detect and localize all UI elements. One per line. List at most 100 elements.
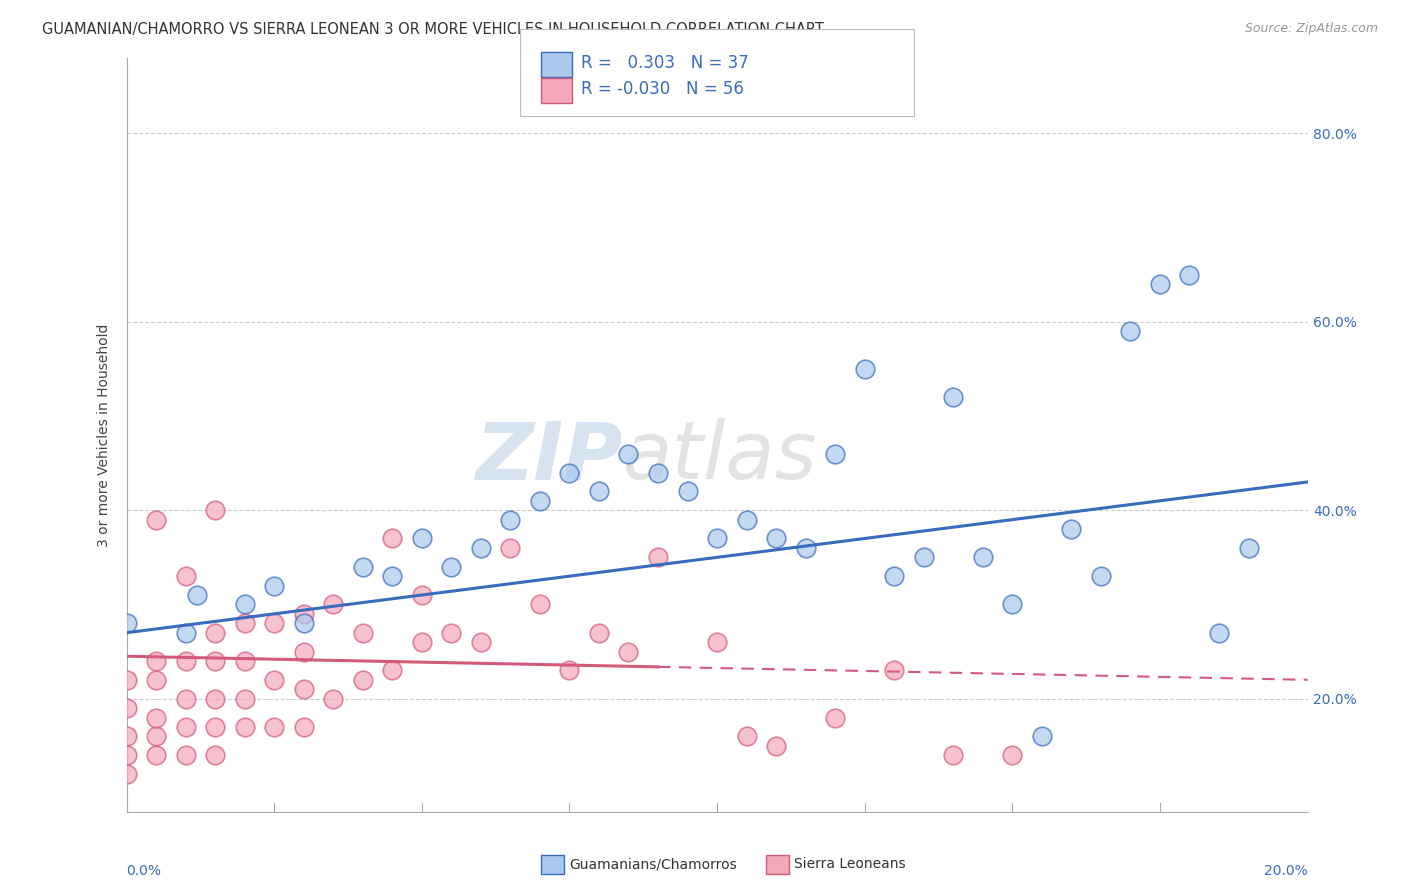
Point <box>145 710 167 724</box>
Point <box>411 635 433 649</box>
Point <box>233 616 256 631</box>
Point <box>204 691 226 706</box>
Point <box>381 664 404 678</box>
Point <box>411 532 433 546</box>
Point <box>115 673 138 687</box>
Point <box>588 484 610 499</box>
Point <box>470 541 492 555</box>
Point <box>499 541 522 555</box>
Point <box>972 550 994 565</box>
Point <box>794 541 817 555</box>
Point <box>381 569 404 583</box>
Point <box>145 748 167 763</box>
Text: Guamanians/Chamorros: Guamanians/Chamorros <box>569 857 737 871</box>
Point <box>174 691 197 706</box>
Point <box>1001 598 1024 612</box>
Point <box>765 532 787 546</box>
Point <box>174 654 197 668</box>
Text: ZIP: ZIP <box>475 418 623 497</box>
Point <box>115 730 138 744</box>
Y-axis label: 3 or more Vehicles in Household: 3 or more Vehicles in Household <box>97 323 111 547</box>
Point <box>942 390 965 404</box>
Point <box>558 466 581 480</box>
Point <box>942 748 965 763</box>
Point <box>647 550 669 565</box>
Point <box>352 559 374 574</box>
Point <box>558 664 581 678</box>
Point <box>765 739 787 753</box>
Point <box>735 730 758 744</box>
Point <box>292 616 315 631</box>
Point <box>204 503 226 517</box>
Point <box>706 635 728 649</box>
Point <box>115 701 138 715</box>
Point <box>145 513 167 527</box>
Point <box>115 616 138 631</box>
Point <box>883 569 905 583</box>
Point <box>233 720 256 734</box>
Text: R = -0.030   N = 56: R = -0.030 N = 56 <box>581 80 744 98</box>
Point <box>440 625 463 640</box>
Point <box>1119 324 1142 338</box>
Point <box>1178 268 1201 282</box>
Point <box>263 616 285 631</box>
Point <box>824 447 846 461</box>
Point <box>322 691 344 706</box>
Point <box>1001 748 1024 763</box>
Point <box>292 644 315 658</box>
Point <box>529 493 551 508</box>
Point <box>1031 730 1053 744</box>
Point <box>853 362 876 376</box>
Point <box>115 767 138 781</box>
Point <box>411 588 433 602</box>
Point <box>145 654 167 668</box>
Point <box>735 513 758 527</box>
Point <box>263 673 285 687</box>
Point <box>617 644 640 658</box>
Point <box>1060 522 1083 536</box>
Point <box>292 607 315 621</box>
Point <box>292 682 315 697</box>
Text: atlas: atlas <box>623 418 817 497</box>
Text: GUAMANIAN/CHAMORRO VS SIERRA LEONEAN 3 OR MORE VEHICLES IN HOUSEHOLD CORRELATION: GUAMANIAN/CHAMORRO VS SIERRA LEONEAN 3 O… <box>42 22 824 37</box>
Text: 0.0%: 0.0% <box>127 863 162 878</box>
Point <box>1090 569 1112 583</box>
Point <box>676 484 699 499</box>
Point <box>233 691 256 706</box>
Point <box>174 625 197 640</box>
Point <box>322 598 344 612</box>
Point <box>115 748 138 763</box>
Point <box>617 447 640 461</box>
Point <box>883 664 905 678</box>
Point <box>233 654 256 668</box>
Point <box>174 748 197 763</box>
Text: Source: ZipAtlas.com: Source: ZipAtlas.com <box>1244 22 1378 36</box>
Point <box>204 720 226 734</box>
Point <box>824 710 846 724</box>
Point <box>204 654 226 668</box>
Point <box>145 673 167 687</box>
Text: Sierra Leoneans: Sierra Leoneans <box>794 857 905 871</box>
Point <box>233 598 256 612</box>
Point <box>186 588 208 602</box>
Point <box>263 720 285 734</box>
Text: 20.0%: 20.0% <box>1264 863 1308 878</box>
Point <box>588 625 610 640</box>
Point <box>174 720 197 734</box>
Point <box>529 598 551 612</box>
Point <box>145 730 167 744</box>
Point <box>352 625 374 640</box>
Point <box>499 513 522 527</box>
Point <box>470 635 492 649</box>
Point <box>912 550 935 565</box>
Point <box>1237 541 1260 555</box>
Point <box>292 720 315 734</box>
Point <box>1208 625 1230 640</box>
Point <box>204 748 226 763</box>
Point <box>352 673 374 687</box>
Point <box>1149 277 1171 292</box>
Point <box>706 532 728 546</box>
Point <box>263 579 285 593</box>
Point <box>440 559 463 574</box>
Text: R =   0.303   N = 37: R = 0.303 N = 37 <box>581 54 748 72</box>
